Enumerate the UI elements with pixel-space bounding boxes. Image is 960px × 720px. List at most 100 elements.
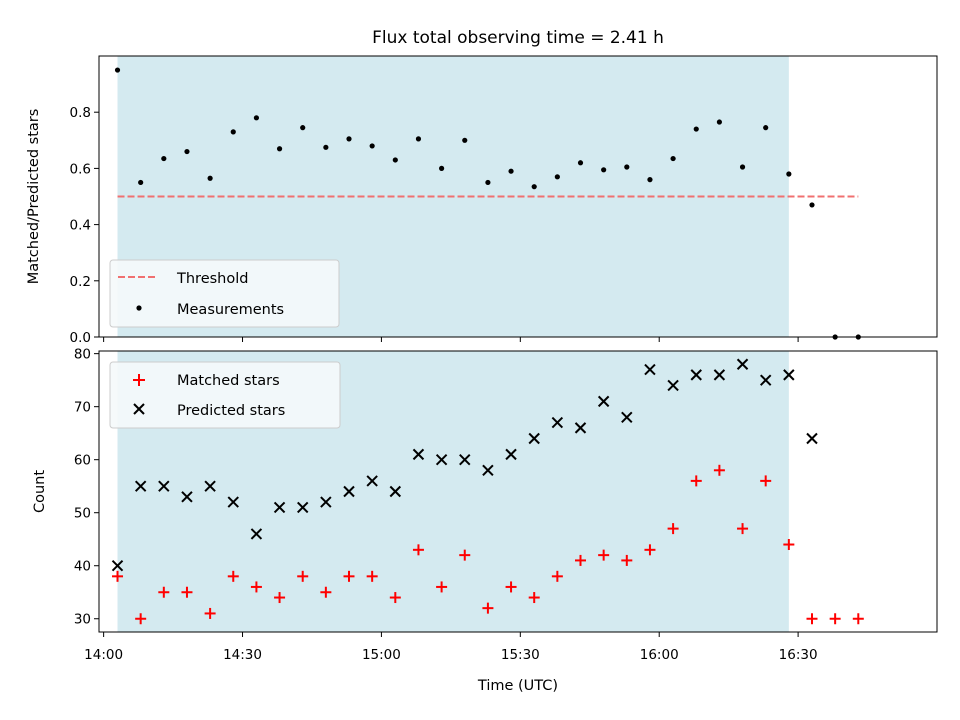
legend-threshold-label: Threshold bbox=[176, 271, 248, 287]
measurement-point bbox=[439, 165, 445, 171]
matched-star-point bbox=[366, 570, 378, 582]
matched-star-point bbox=[250, 581, 262, 593]
measurement-point bbox=[531, 184, 537, 190]
measurement-point bbox=[369, 143, 375, 149]
measurement-point bbox=[276, 146, 283, 152]
chart-title: Flux total observing time = 2.41 h bbox=[372, 28, 664, 48]
predicted-star-point bbox=[389, 485, 402, 498]
bottom-ytick-label: 50 bbox=[74, 506, 91, 522]
measurement-point bbox=[161, 155, 167, 162]
predicted-star-point bbox=[551, 416, 564, 429]
predicted-star-point bbox=[111, 560, 124, 572]
measurement-point bbox=[184, 148, 190, 155]
predicted-star-point bbox=[297, 501, 309, 514]
top-y-axis: 0.0 0.2 0.4 0.6 0.8 bbox=[70, 105, 99, 346]
measurement-point bbox=[716, 119, 722, 125]
legend-matched-label: Matched stars bbox=[177, 373, 280, 389]
matched-star-point bbox=[505, 581, 517, 593]
legend-predicted-swatch bbox=[133, 403, 145, 415]
matched-star-point bbox=[158, 586, 170, 598]
measurement-point bbox=[809, 202, 815, 208]
matched-star-point bbox=[551, 570, 563, 582]
predicted-star-point bbox=[366, 475, 378, 487]
predicted-star-point bbox=[759, 374, 772, 386]
measurement-point bbox=[392, 157, 398, 163]
matched-star-point bbox=[528, 592, 540, 604]
matched-star-point bbox=[482, 602, 494, 614]
bottom-y-axis: 30 40 50 60 70 80 bbox=[74, 347, 99, 628]
top-ytick-label: 0.4 bbox=[70, 218, 91, 234]
bottom-ytick-label: 70 bbox=[74, 400, 91, 416]
predicted-star-point bbox=[158, 480, 170, 492]
predicted-star-point bbox=[204, 480, 216, 492]
measurement-point bbox=[577, 160, 584, 166]
measurement-point bbox=[485, 179, 491, 186]
measurement-point bbox=[786, 171, 792, 177]
bottom-y-axis-label: Count bbox=[32, 470, 48, 513]
matched-star-point bbox=[204, 607, 216, 619]
predicted-star-point bbox=[644, 363, 656, 376]
bottom-ytick-label: 60 bbox=[74, 453, 91, 469]
bottom-x-axis: 14:00 14:30 15:00 15:30 16:00 16:30 bbox=[84, 632, 818, 663]
top-ytick-label: 0.6 bbox=[70, 161, 91, 177]
matched-star-point bbox=[829, 613, 841, 625]
predicted-star-point bbox=[736, 358, 749, 370]
measurement-point bbox=[300, 125, 306, 131]
measurement-point bbox=[763, 125, 769, 131]
top-panel: 0.00.20.40.60.8 Matched/Predicted stars … bbox=[26, 55, 938, 346]
measurement-point bbox=[693, 126, 699, 132]
matched-star-point bbox=[667, 523, 679, 535]
matched-star-point bbox=[135, 613, 147, 625]
predicted-star-point bbox=[713, 369, 726, 381]
matched-star-point bbox=[274, 592, 286, 604]
measurement-point bbox=[138, 179, 144, 186]
measurement-point bbox=[508, 168, 514, 174]
predicted-star-point bbox=[459, 453, 471, 466]
predicted-star-point bbox=[134, 480, 147, 492]
matched-star-point bbox=[690, 475, 702, 487]
predicted-star-point bbox=[783, 369, 795, 381]
matched-star-point bbox=[598, 549, 610, 561]
top-ytick-label: 0.8 bbox=[70, 105, 91, 121]
top-axes-frame bbox=[98, 55, 938, 338]
measurement-point bbox=[230, 129, 236, 135]
predicted-star-point bbox=[435, 453, 448, 466]
bottom-legend: Matched stars Predicted stars bbox=[109, 361, 341, 429]
matched-star-point bbox=[713, 464, 725, 476]
xtick-label: 15:30 bbox=[501, 647, 540, 663]
predicted-star-point bbox=[343, 485, 355, 498]
bottom-ytick-label: 30 bbox=[74, 612, 91, 628]
top-legend: Threshold Measurements bbox=[109, 259, 340, 328]
measurement-point bbox=[207, 175, 213, 181]
matched-star-point bbox=[806, 613, 818, 625]
matched-star-point bbox=[412, 544, 424, 556]
matched-star-point bbox=[783, 539, 795, 551]
matched-star-point bbox=[459, 549, 471, 561]
matched-star-point bbox=[575, 554, 587, 566]
matched-star-point bbox=[343, 570, 355, 582]
matched-star-point bbox=[112, 570, 124, 582]
bottom-panel: 30 40 50 60 70 80 14:00 14:30 15:00 15:30 16:00 16… bbox=[32, 347, 938, 694]
measurement-point bbox=[554, 174, 560, 180]
predicted-star-point bbox=[690, 369, 702, 381]
predicted-star-point bbox=[273, 501, 286, 514]
predicted-star-point bbox=[181, 491, 193, 503]
predicted-star-point bbox=[320, 496, 332, 508]
predicted-star-point bbox=[482, 464, 494, 476]
xtick-label: 15:00 bbox=[362, 647, 401, 663]
matched-star-point bbox=[181, 586, 193, 598]
xtick-label: 16:30 bbox=[779, 647, 818, 663]
legend-measurements-label: Measurements bbox=[177, 302, 284, 318]
bottom-axes-frame bbox=[98, 350, 938, 633]
measurement-point bbox=[253, 115, 260, 121]
measurement-point bbox=[346, 136, 352, 142]
top-legend-box bbox=[109, 259, 340, 328]
top-y-axis-label: Matched/Predicted stars bbox=[26, 109, 42, 285]
predicted-star-point bbox=[667, 379, 679, 392]
legend-matched-swatch bbox=[133, 374, 145, 386]
matched-star-point bbox=[737, 523, 749, 535]
matched-star-point bbox=[227, 570, 239, 582]
xtick-label: 16:00 bbox=[640, 647, 679, 663]
matched-star-point bbox=[297, 570, 309, 582]
matched-star-point bbox=[852, 613, 864, 625]
